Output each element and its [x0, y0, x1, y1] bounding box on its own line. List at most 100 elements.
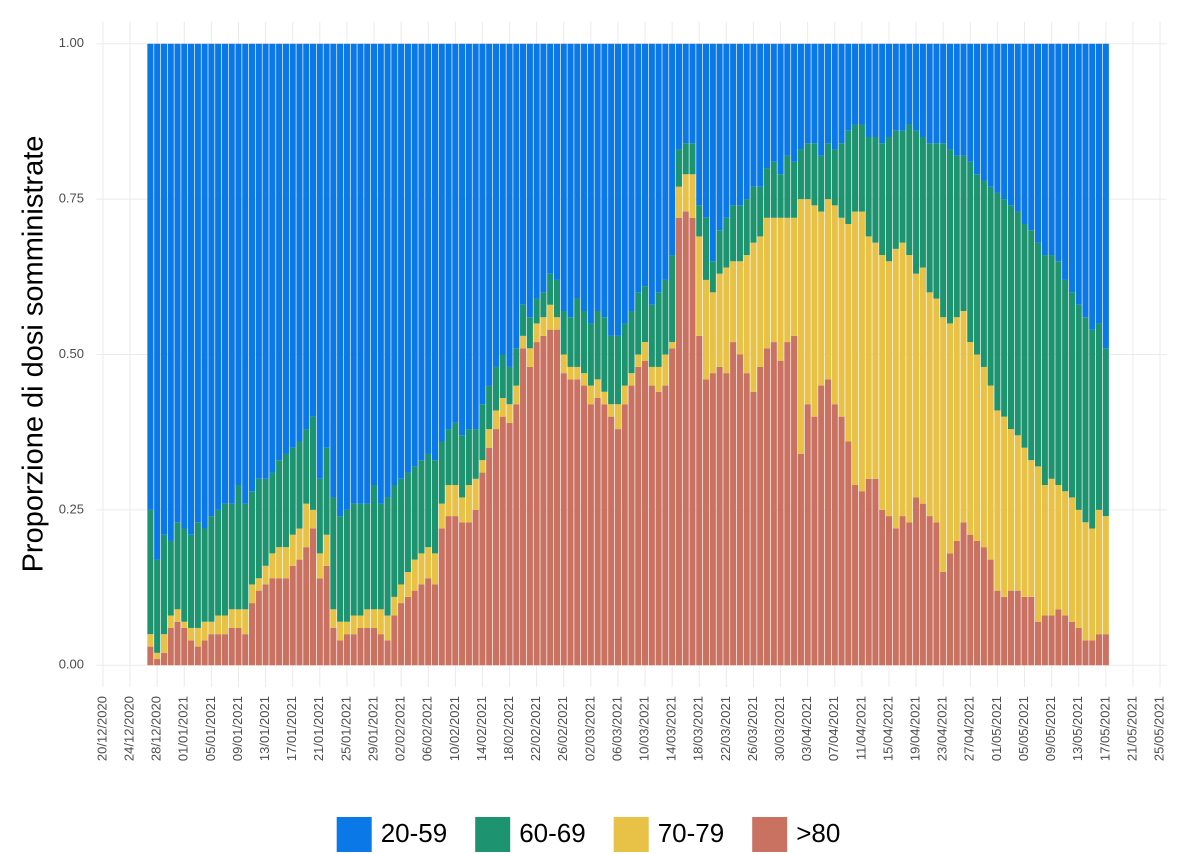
- bar-segment: [689, 174, 696, 218]
- bar-segment: [1048, 615, 1055, 666]
- bar-segment: [648, 43, 655, 305]
- bar-segment: [520, 348, 527, 666]
- bar-segment: [1014, 43, 1021, 212]
- bar-segment: [892, 248, 899, 529]
- bar-segment: [655, 391, 662, 666]
- legend-label: 70-79: [658, 818, 725, 848]
- bar-segment: [235, 627, 242, 666]
- bar-segment: [465, 522, 472, 666]
- bar-segment: [452, 485, 459, 517]
- bar-segment: [1021, 223, 1028, 448]
- bar-segment: [411, 43, 418, 467]
- bar-segment: [1007, 429, 1015, 591]
- bar-segment: [635, 354, 642, 367]
- bar-segment: [316, 478, 323, 554]
- bar-segment: [730, 261, 737, 343]
- bar-segment: [1048, 478, 1055, 616]
- bar-segment: [858, 491, 865, 666]
- bar-segment: [1007, 205, 1015, 430]
- bar-segment: [838, 416, 845, 666]
- bar-segment: [499, 398, 506, 417]
- bar-segment: [1089, 528, 1096, 641]
- x-tick-label: 11/04/2021: [853, 696, 868, 760]
- bar-segment: [411, 590, 418, 666]
- bar-segment: [154, 559, 161, 653]
- bar-segment: [513, 43, 520, 349]
- bar-segment: [852, 124, 859, 212]
- bar-segment: [357, 627, 364, 666]
- bar-segment: [635, 43, 642, 293]
- bar-segment: [160, 43, 168, 535]
- bar-segment: [777, 174, 784, 218]
- bar-segment: [852, 43, 859, 125]
- bar-segment: [655, 43, 662, 293]
- bar-segment: [357, 615, 364, 628]
- bar-segment: [167, 615, 174, 628]
- bar-segment: [553, 329, 561, 666]
- bar-segment: [533, 298, 540, 324]
- bar-segment: [885, 43, 893, 137]
- x-tick-label: 18/03/2021: [691, 696, 706, 761]
- bar-segment: [357, 43, 364, 504]
- bar-segment: [1055, 261, 1062, 486]
- y-tick-label: 0.25: [59, 501, 84, 516]
- bar-segment: [418, 553, 425, 585]
- y-tick-label: 0.50: [59, 346, 84, 361]
- bar-segment: [174, 522, 181, 610]
- bar-segment: [1089, 43, 1096, 330]
- bar-segment: [940, 43, 947, 144]
- bar-segment: [743, 199, 750, 256]
- bar-segment: [642, 360, 649, 666]
- bar-segment: [845, 223, 852, 442]
- bar-segment: [757, 366, 764, 666]
- x-tick-label: 19/04/2021: [908, 696, 923, 761]
- bar-segment: [899, 242, 906, 517]
- bar-segment: [337, 43, 344, 517]
- bar-segment: [472, 478, 479, 510]
- bar-segment: [228, 503, 235, 610]
- x-tick-label: 22/02/2021: [528, 696, 543, 761]
- bar-segment: [933, 143, 940, 299]
- bar-segment: [513, 348, 520, 386]
- bar-segment: [431, 553, 439, 585]
- bar-segment: [926, 143, 933, 293]
- bar-segment: [553, 43, 561, 280]
- bar-segment: [337, 621, 344, 641]
- bar-segment: [330, 609, 337, 628]
- bar-segment: [370, 627, 378, 666]
- bar-segment: [913, 130, 920, 274]
- bar-segment: [601, 43, 608, 318]
- bar-segment: [181, 528, 188, 622]
- bar-segment: [994, 43, 1001, 193]
- bar-segment: [472, 429, 479, 479]
- bar-segment: [655, 292, 662, 367]
- bar-segment: [492, 429, 500, 666]
- bar-segment: [1001, 43, 1008, 200]
- bar-segment: [797, 149, 804, 200]
- bar-segment: [614, 404, 621, 430]
- bar-segment: [418, 584, 425, 666]
- bar-segment: [506, 366, 513, 405]
- bar-segment: [154, 652, 161, 660]
- bar-segment: [702, 43, 710, 218]
- bar-segment: [276, 460, 283, 548]
- bar-segment: [248, 43, 256, 492]
- bar-segment: [269, 472, 276, 554]
- x-tick-label: 18/02/2021: [501, 696, 516, 761]
- bar-segment: [188, 534, 195, 628]
- bar-segment: [879, 43, 886, 144]
- bar-segment: [370, 609, 378, 628]
- bar-segment: [533, 43, 540, 299]
- bar-segment: [885, 261, 893, 517]
- bar-segment: [1062, 43, 1069, 280]
- bar-segment: [1068, 43, 1075, 293]
- bar-segment: [262, 43, 269, 479]
- bar-segment: [276, 43, 283, 461]
- bar-segment: [811, 143, 818, 206]
- bar-segment: [811, 416, 818, 666]
- bar-segment: [309, 528, 317, 666]
- bar-segment: [967, 43, 974, 162]
- bar-segment: [743, 43, 750, 200]
- bar-segment: [750, 391, 757, 666]
- bar-segment: [587, 323, 594, 386]
